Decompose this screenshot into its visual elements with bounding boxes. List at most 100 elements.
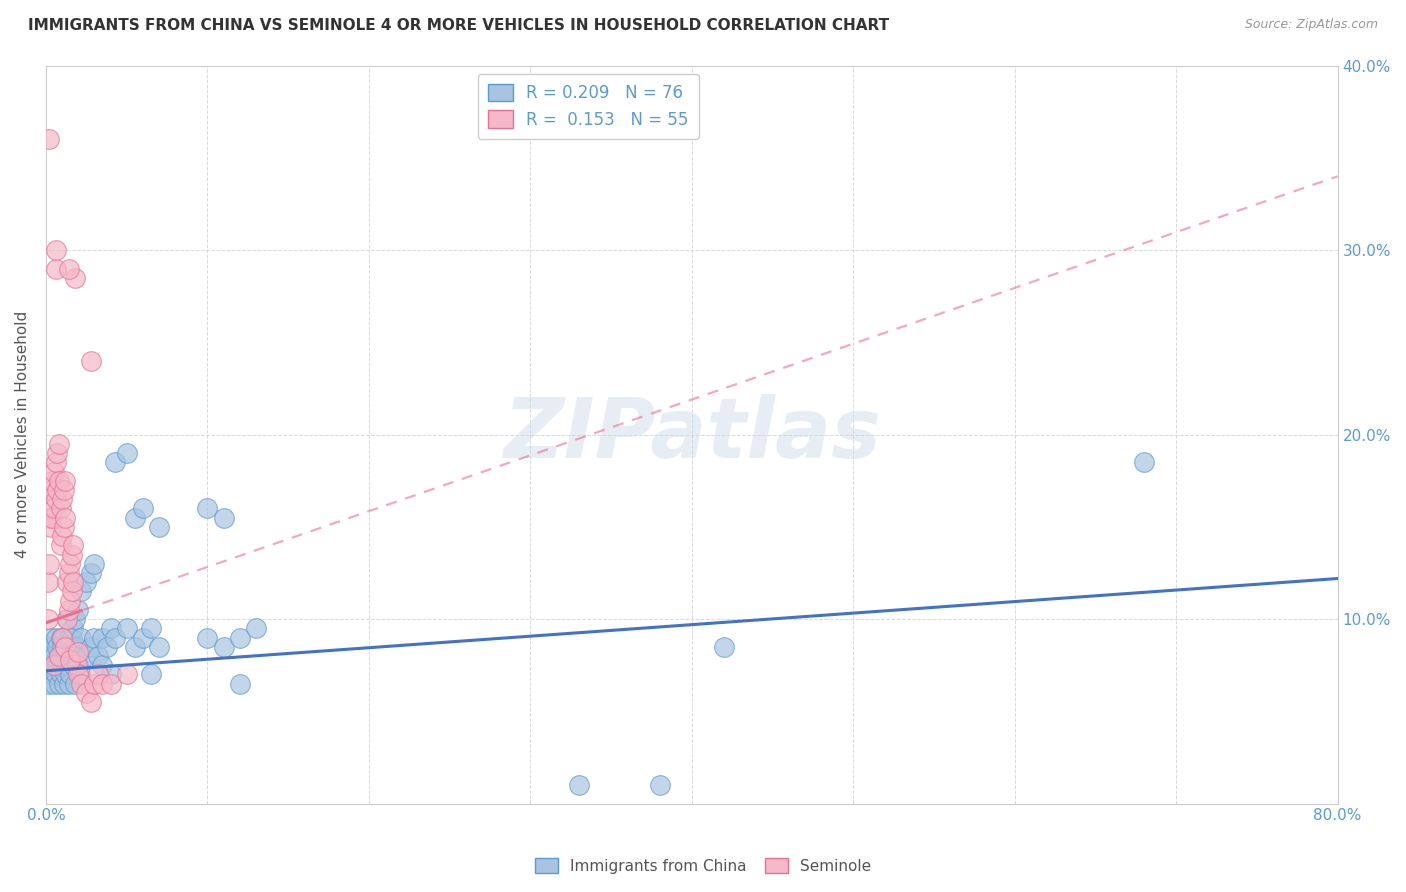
Point [38, 676, 60, 690]
Point [104, 455, 127, 469]
Point [58, 676, 80, 690]
Point [67, 658, 90, 673]
Point [132, 501, 155, 516]
Point [42, 658, 65, 673]
Point [83, 631, 105, 645]
Point [52, 483, 75, 497]
Point [115, 667, 138, 681]
Point [46, 483, 69, 497]
Point [60, 648, 83, 663]
Point [53, 474, 76, 488]
Point [37, 575, 59, 590]
Point [51, 631, 73, 645]
Point [67, 645, 90, 659]
Legend: Immigrants from China, Seminole: Immigrants from China, Seminole [529, 852, 877, 880]
Point [80, 353, 103, 368]
Point [212, 640, 235, 654]
Point [53, 667, 76, 681]
Point [48, 437, 70, 451]
Point [41, 640, 63, 654]
Text: Source: ZipAtlas.com: Source: ZipAtlas.com [1244, 18, 1378, 31]
Point [38, 132, 60, 146]
Point [46, 446, 69, 460]
Point [51, 492, 73, 507]
Point [48, 648, 70, 663]
Point [51, 529, 73, 543]
Point [59, 667, 82, 681]
Point [75, 686, 97, 700]
Point [91, 676, 114, 690]
Point [41, 510, 63, 524]
Point [80, 640, 103, 654]
Point [39, 520, 62, 534]
Point [62, 658, 84, 673]
Point [45, 243, 67, 257]
Point [52, 631, 75, 645]
Point [42, 648, 65, 663]
Text: ZIPatlas: ZIPatlas [503, 394, 880, 475]
Point [197, 631, 219, 645]
Point [56, 612, 79, 626]
Point [104, 631, 127, 645]
Point [132, 631, 155, 645]
Point [59, 640, 82, 654]
Point [39, 667, 62, 681]
Point [56, 575, 79, 590]
Point [228, 676, 250, 690]
Point [124, 640, 146, 654]
Point [59, 593, 82, 607]
Point [139, 667, 162, 681]
Point [80, 695, 103, 709]
Point [53, 510, 76, 524]
Point [63, 270, 86, 285]
Point [42, 676, 65, 690]
Point [49, 631, 72, 645]
Point [83, 676, 105, 690]
Point [115, 621, 138, 635]
Point [58, 261, 80, 276]
Point [83, 557, 105, 571]
Point [62, 538, 84, 552]
Point [48, 648, 70, 663]
Point [124, 510, 146, 524]
Point [37, 612, 59, 626]
Point [51, 648, 73, 663]
Point [38, 510, 60, 524]
Point [38, 648, 60, 663]
Point [100, 676, 122, 690]
Point [70, 584, 93, 599]
Point [42, 501, 65, 516]
Point [63, 612, 86, 626]
Point [245, 621, 267, 635]
Point [37, 658, 59, 673]
Point [70, 676, 93, 690]
Point [45, 631, 67, 645]
Point [51, 658, 73, 673]
Point [100, 621, 122, 635]
Point [56, 658, 79, 673]
Point [75, 648, 97, 663]
Point [45, 492, 67, 507]
Point [59, 557, 82, 571]
Point [45, 455, 67, 469]
Point [58, 631, 80, 645]
Point [39, 631, 62, 645]
Point [63, 676, 86, 690]
Point [713, 640, 735, 654]
Point [70, 631, 93, 645]
Point [41, 658, 63, 673]
Point [148, 640, 170, 654]
Point [56, 612, 79, 626]
Point [69, 667, 91, 681]
Point [62, 621, 84, 635]
Point [66, 640, 89, 654]
Point [91, 658, 114, 673]
Point [75, 575, 97, 590]
Point [96, 640, 118, 654]
Point [67, 667, 90, 681]
Point [212, 510, 235, 524]
Point [48, 676, 70, 690]
Point [67, 603, 90, 617]
Point [60, 548, 83, 562]
Point [45, 261, 67, 276]
